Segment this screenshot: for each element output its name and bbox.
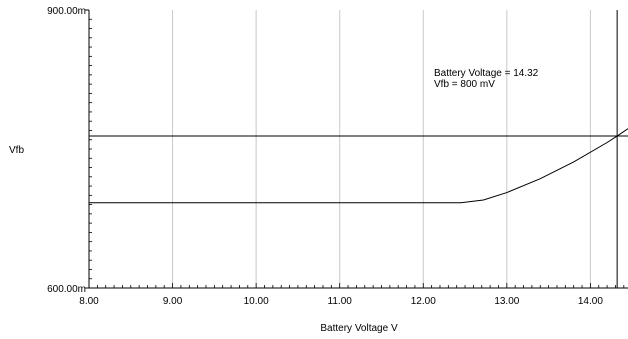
x-axis-title: Battery Voltage V bbox=[320, 323, 398, 334]
cursor[interactable] bbox=[89, 10, 628, 288]
series-line bbox=[89, 128, 628, 204]
axes bbox=[88, 10, 628, 289]
grid bbox=[172, 10, 591, 288]
x-tick-label: 10.00 bbox=[244, 296, 269, 307]
x-tick-label: 13.00 bbox=[494, 296, 519, 307]
cursor-readout-x: Battery Voltage = 14.32 bbox=[434, 68, 539, 79]
cursor-readout-y: Vfb = 800 mV bbox=[434, 79, 495, 90]
x-tick-label: 14.00 bbox=[578, 296, 603, 307]
y-tick-label: 900.00m bbox=[47, 6, 86, 17]
x-tick-label: 9.00 bbox=[163, 296, 183, 307]
minor-ticks bbox=[88, 18, 625, 288]
series bbox=[89, 128, 628, 204]
x-tick-label: 11.00 bbox=[328, 296, 353, 307]
x-tick-label: 8.00 bbox=[79, 296, 99, 307]
y-axis-title: Vfb bbox=[9, 145, 24, 156]
x-tick-label: 12.00 bbox=[411, 296, 436, 307]
tick-labels: 8.00 9.00 10.00 11.00 12.00 13.00 14.00 600.00m… bbox=[47, 6, 603, 307]
y-tick-label: 600.00m bbox=[47, 284, 86, 295]
